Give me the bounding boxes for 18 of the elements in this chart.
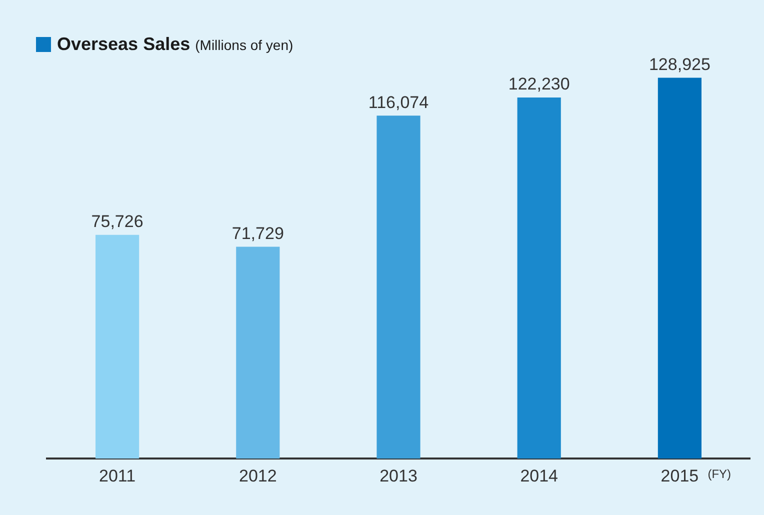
x-tick-label: 2012 bbox=[238, 466, 277, 486]
bar bbox=[96, 234, 140, 459]
x-axis-title: (FY) bbox=[708, 467, 732, 482]
data-label: 122,230 bbox=[508, 74, 570, 94]
x-tick-label: 2014 bbox=[520, 466, 558, 486]
bar bbox=[236, 246, 280, 459]
x-tick-label: 2015 bbox=[660, 466, 699, 486]
chart-title: Overseas Sales bbox=[57, 34, 190, 55]
data-label: 75,726 bbox=[91, 212, 144, 232]
bar bbox=[376, 116, 420, 459]
data-label: 116,074 bbox=[368, 92, 429, 112]
x-tick-label: 2013 bbox=[380, 466, 418, 486]
bar bbox=[658, 78, 702, 459]
x-tick-label: 2011 bbox=[99, 466, 136, 486]
bar bbox=[517, 98, 561, 459]
data-label: 71,729 bbox=[232, 224, 284, 243]
chart-subtitle: (Millions of yen) bbox=[195, 36, 294, 52]
data-label: 128,925 bbox=[648, 54, 710, 74]
